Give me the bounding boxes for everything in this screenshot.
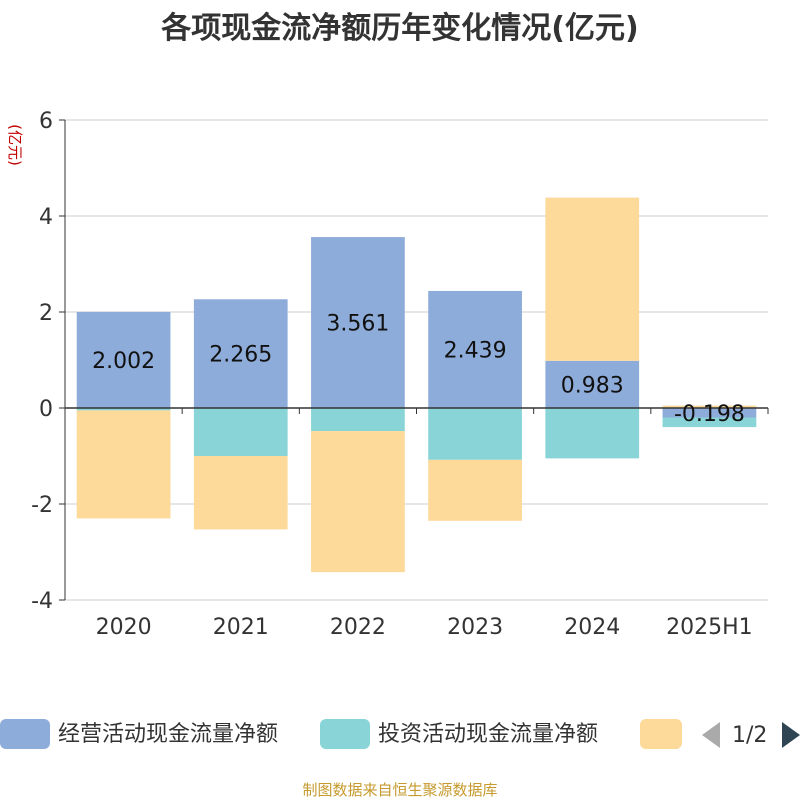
data-label-2020: 2.002 <box>92 349 155 374</box>
data-source-note: 制图数据来自恒生聚源数据库 <box>302 781 497 799</box>
legend-page-indicator: 1/2 <box>732 723 767 748</box>
legend-swatch-operating[interactable] <box>0 719 50 749</box>
bar-s2-2023[interactable] <box>428 459 522 521</box>
bar-s1-2021[interactable] <box>193 408 288 456</box>
x-tick-label-2024: 2024 <box>564 615 620 640</box>
bar-s1-2020[interactable] <box>76 408 171 411</box>
bar-s2-2025H1[interactable] <box>662 405 757 408</box>
bar-s2-2021[interactable] <box>193 456 288 530</box>
x-tick-label-2022: 2022 <box>330 615 386 640</box>
x-tick-label-2023: 2023 <box>447 615 503 640</box>
legend-label-operating[interactable]: 经营活动现金流量净额 <box>58 722 278 747</box>
data-label-2022: 3.561 <box>326 312 389 337</box>
y-tick-label-4: -2 <box>31 493 53 518</box>
bar-s2-2022[interactable] <box>311 431 405 573</box>
bar-s1-2023[interactable] <box>428 408 522 460</box>
data-label-2021: 2.265 <box>209 343 272 368</box>
bar-s1-2022[interactable] <box>311 408 405 432</box>
bar-s0-2020[interactable] <box>76 311 171 408</box>
data-labels: 2.002 2.265 3.561 2.439 0.983 -0.198 <box>92 312 745 427</box>
legend: 经营活动现金流量净额 投资活动现金流量净额 1/2 <box>0 719 800 749</box>
bar-s0-2024[interactable] <box>545 360 640 408</box>
bar-s2-2020[interactable] <box>76 410 171 519</box>
data-label-2023: 2.439 <box>444 338 507 363</box>
bar-s1-2025H1[interactable] <box>662 417 757 428</box>
x-tick-label-2025H1: 2025H1 <box>666 615 753 640</box>
x-tick-label-2021: 2021 <box>213 615 269 640</box>
bar-s0-2023[interactable] <box>428 290 522 408</box>
y-tick-label-3: 0 <box>39 397 53 422</box>
legend-swatch-investing[interactable] <box>320 719 370 749</box>
y-axis-unit: (亿元) <box>6 124 24 166</box>
bar-s0-2021[interactable] <box>193 299 288 408</box>
x-tick-label-2020: 2020 <box>96 615 152 640</box>
y-tick-label-5: -4 <box>31 589 53 614</box>
bar-s0-2025H1[interactable] <box>662 408 757 418</box>
legend-label-investing[interactable]: 投资活动现金流量净额 <box>378 722 598 747</box>
legend-prev-page-icon[interactable] <box>702 722 720 748</box>
bar-s0-2022[interactable] <box>311 237 405 408</box>
y-tick-label-0: 6 <box>39 109 53 134</box>
bars <box>76 197 757 573</box>
data-label-2025H1: -0.198 <box>674 402 745 427</box>
y-tick-label-1: 4 <box>39 205 53 230</box>
y-tick-label-2: 2 <box>39 301 53 326</box>
legend-next-page-icon[interactable] <box>782 722 800 748</box>
axes: 6 4 2 0 -2 -4 2020 2021 2022 2023 2024 2025H1 <box>31 109 769 640</box>
chart-title: 各项现金流净额历年变化情况(亿元) <box>160 11 638 46</box>
bar-s1-2024[interactable] <box>545 408 640 459</box>
bar-s2-2024[interactable] <box>545 197 640 361</box>
legend-swatch-financing[interactable] <box>640 719 682 749</box>
data-label-2024: 0.983 <box>561 373 624 398</box>
